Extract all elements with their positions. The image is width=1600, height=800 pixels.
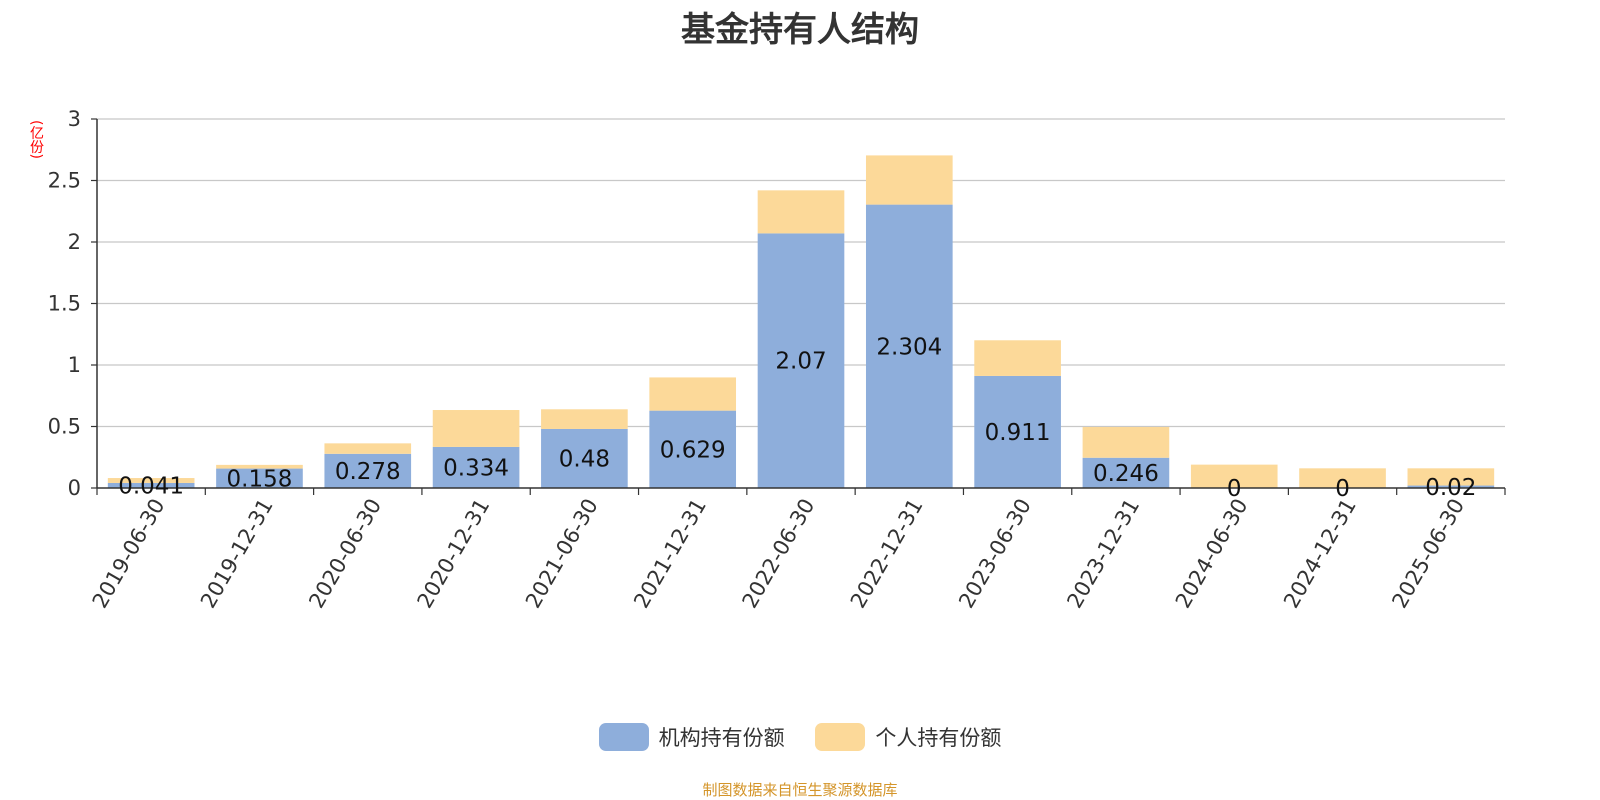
x-tick-label: 2019-12-31 (196, 495, 278, 613)
bar-individual[interactable] (757, 190, 845, 234)
y-tick-label: 2.5 (48, 169, 81, 193)
bar-value-label: 0 (1227, 476, 1242, 502)
x-tick-label: 2022-12-31 (846, 494, 928, 612)
y-tick-label: 2 (68, 230, 81, 254)
bar-institutional[interactable] (216, 468, 303, 488)
bar-individual[interactable] (1407, 468, 1495, 486)
bar-institutional[interactable] (541, 428, 628, 488)
x-tick-label: 2023-12-31 (1062, 495, 1144, 613)
y-tick-label: 0.5 (48, 415, 81, 439)
bar-value-label: 0.629 (660, 437, 726, 463)
legend-swatch-individual (815, 723, 866, 751)
bar-individual[interactable] (432, 410, 520, 447)
y-axis-unit: (亿份) (28, 120, 44, 159)
bar-institutional[interactable] (649, 410, 737, 488)
bar-individual[interactable] (216, 464, 303, 469)
x-tick-label: 2020-12-31 (413, 494, 495, 612)
y-tick-label: 1 (68, 353, 81, 377)
legend-label-individual: 个人持有份额 (875, 726, 1002, 750)
source-note: 制图数据来自恒生聚源数据库 (702, 781, 898, 799)
legend-swatch-institutional (598, 723, 649, 751)
x-tick-label: 2022-06-30 (738, 495, 820, 613)
x-tick-label: 2019-06-30 (88, 495, 170, 613)
bar-institutional[interactable] (324, 453, 412, 488)
y-tick-label: 1.5 (48, 292, 81, 316)
bar-institutional[interactable] (757, 233, 845, 488)
bar-value-label: 2.304 (876, 334, 942, 360)
bar-individual[interactable] (1190, 464, 1278, 488)
bar-institutional[interactable] (1082, 457, 1170, 488)
chart-title: 基金持有人结构 (681, 10, 919, 50)
bar-individual[interactable] (865, 155, 953, 205)
bar-institutional[interactable] (865, 204, 953, 488)
bar-individual[interactable] (324, 443, 412, 454)
legend: 机构持有份额 个人持有份额 (0, 722, 1600, 756)
bar-institutional[interactable] (1407, 485, 1495, 488)
bar-value-label: 0.278 (335, 459, 401, 485)
x-tick-label: 2020-06-30 (304, 495, 386, 613)
bar-individual[interactable] (541, 409, 628, 429)
bar-value-label: 0.911 (985, 420, 1051, 446)
x-tick-label: 2024-12-31 (1279, 495, 1361, 613)
x-tick-label: 2021-12-31 (629, 495, 711, 613)
bar-individual[interactable] (107, 478, 195, 483)
bar-institutional[interactable] (107, 482, 195, 488)
bar-value-label: 0 (1335, 476, 1350, 502)
data-labels: 0.041 0.158 0.278 0.334 0.48 0.629 2.07 2.304 0.… (118, 334, 1476, 502)
x-tick-label: 2025-06-30 (1387, 495, 1469, 613)
bar-value-label: 0.02 (1425, 475, 1476, 501)
bar-value-label: 0.334 (443, 455, 509, 481)
bars (107, 155, 1495, 488)
bar-institutional[interactable] (432, 446, 520, 488)
y-tick-label: 0 (68, 476, 81, 500)
bar-individual[interactable] (1082, 426, 1170, 458)
legend-item-individual[interactable]: 个人持有份额 (815, 722, 1001, 752)
x-tick-label: 2023-06-30 (954, 495, 1036, 613)
x-tick-label: 2024-06-30 (1171, 495, 1253, 613)
bar-value-label: 0.48 (559, 446, 610, 472)
bar-value-label: 0.158 (227, 466, 293, 492)
y-tick-label: 3 (68, 107, 81, 131)
bar-value-label: 0.246 (1093, 461, 1159, 487)
bar-individual[interactable] (1299, 468, 1386, 488)
legend-item-institutional[interactable]: 机构持有份额 (598, 722, 785, 752)
bar-individual[interactable] (649, 377, 737, 411)
bar-individual[interactable] (974, 340, 1061, 376)
bar-value-label: 0.041 (118, 473, 184, 499)
x-tick-label: 2021-06-30 (521, 495, 603, 613)
legend-label-institutional: 机构持有份额 (658, 726, 785, 750)
bar-institutional[interactable] (974, 375, 1061, 488)
bar-value-label: 2.07 (775, 349, 826, 375)
